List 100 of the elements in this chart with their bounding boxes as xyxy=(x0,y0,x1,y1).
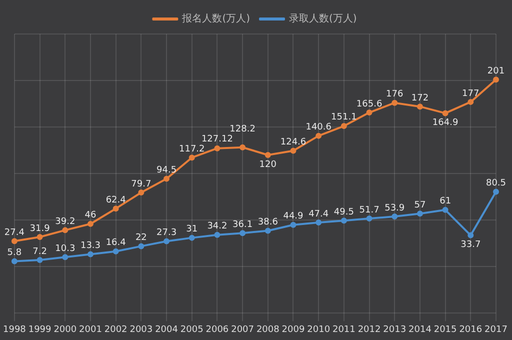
x-tick-label: 2015 xyxy=(434,324,457,335)
data-label: 5.8 xyxy=(7,248,22,258)
point xyxy=(290,222,296,228)
point xyxy=(493,188,499,195)
point xyxy=(442,206,448,213)
data-label: 7.2 xyxy=(32,246,47,257)
point xyxy=(240,144,246,150)
x-tick-label: 2011 xyxy=(332,324,356,335)
data-label: 13.3 xyxy=(80,241,101,252)
point xyxy=(316,132,322,139)
point xyxy=(62,227,68,234)
data-label: 201 xyxy=(487,66,505,76)
point xyxy=(416,104,423,110)
data-label: 51.7 xyxy=(359,205,380,216)
point xyxy=(316,220,322,226)
data-label: 62.4 xyxy=(106,195,126,206)
point xyxy=(188,234,195,241)
x-tick-label: 2001 xyxy=(79,324,102,335)
point xyxy=(442,110,448,116)
x-tick-label: 2014 xyxy=(408,324,432,335)
data-label: 80.5 xyxy=(486,178,506,189)
x-tick-label: 2009 xyxy=(282,324,305,335)
legend-label: 录取人数(万人) xyxy=(289,14,357,25)
point xyxy=(392,214,398,220)
data-label: 177 xyxy=(462,88,480,99)
x-tick-label: 2017 xyxy=(484,324,508,335)
point xyxy=(416,210,423,217)
data-label: 44.9 xyxy=(283,212,304,222)
x-tick-label: 2006 xyxy=(206,324,229,335)
point xyxy=(11,238,18,244)
data-label: 33.7 xyxy=(460,240,481,250)
data-label: 117.2 xyxy=(178,144,205,154)
point xyxy=(366,216,372,222)
x-tick-label: 2007 xyxy=(231,324,254,335)
x-tick-label: 2000 xyxy=(54,324,77,335)
data-label: 39.2 xyxy=(55,217,76,228)
data-label: 124.6 xyxy=(280,138,306,148)
point xyxy=(164,176,170,182)
data-label: 36.1 xyxy=(232,220,253,230)
data-label: 27.4 xyxy=(4,228,25,238)
x-tick-label: 2005 xyxy=(180,324,204,335)
data-label: 151.1 xyxy=(331,112,357,123)
point xyxy=(164,238,170,244)
point xyxy=(138,243,144,250)
point xyxy=(188,154,195,161)
data-label: 38.6 xyxy=(258,218,278,228)
data-label: 172 xyxy=(411,93,429,104)
point xyxy=(240,230,246,236)
x-tick-label: 2004 xyxy=(155,324,178,335)
point xyxy=(290,148,296,154)
point xyxy=(36,256,43,263)
point xyxy=(112,206,119,212)
point xyxy=(468,232,474,238)
data-label: 57 xyxy=(414,200,426,210)
point xyxy=(366,110,372,116)
x-tick-label: 2010 xyxy=(307,324,330,335)
data-label: 34.2 xyxy=(207,222,228,232)
point xyxy=(11,258,18,264)
point xyxy=(264,228,271,234)
point xyxy=(340,218,347,224)
data-label: 27.3 xyxy=(156,228,177,238)
x-tick-label: 1998 xyxy=(3,324,26,335)
data-label: 127.12 xyxy=(201,134,233,144)
point xyxy=(264,152,271,158)
data-label: 94.5 xyxy=(156,166,177,176)
data-label: 53.9 xyxy=(384,203,405,214)
point xyxy=(87,220,94,227)
point xyxy=(112,248,119,254)
data-label: 10.3 xyxy=(55,244,76,254)
data-label: 16.4 xyxy=(106,238,126,248)
x-tick-label: 2008 xyxy=(256,324,280,335)
point xyxy=(493,76,499,83)
point xyxy=(468,98,474,105)
point xyxy=(214,232,220,238)
point xyxy=(62,254,68,260)
x-tick-label: 2016 xyxy=(459,324,482,335)
x-tick-label: 2003 xyxy=(130,324,153,335)
point xyxy=(214,145,220,152)
point xyxy=(138,189,144,196)
data-label: 47.4 xyxy=(308,209,329,220)
data-label: 140.6 xyxy=(306,122,332,133)
legend-label: 报名人数(万人) xyxy=(181,12,250,25)
point xyxy=(392,100,398,106)
data-label: 128.2 xyxy=(230,124,256,134)
x-tick-label: 1999 xyxy=(28,324,52,335)
data-label: 46 xyxy=(84,210,96,221)
data-label: 61 xyxy=(440,196,452,207)
data-label: 31.9 xyxy=(30,224,50,234)
data-label: 120 xyxy=(259,160,277,170)
data-label: 31 xyxy=(186,224,198,235)
data-label: 79.7 xyxy=(131,179,152,190)
data-label: 165.6 xyxy=(356,99,382,110)
data-label: 22 xyxy=(135,233,147,244)
point xyxy=(36,234,43,240)
data-label: 176 xyxy=(386,90,404,100)
data-label: 49.5 xyxy=(334,207,354,218)
data-label: 164.9 xyxy=(432,118,458,128)
point xyxy=(340,123,347,130)
x-tick-label: 2013 xyxy=(383,324,406,335)
x-tick-label: 2012 xyxy=(358,324,381,335)
